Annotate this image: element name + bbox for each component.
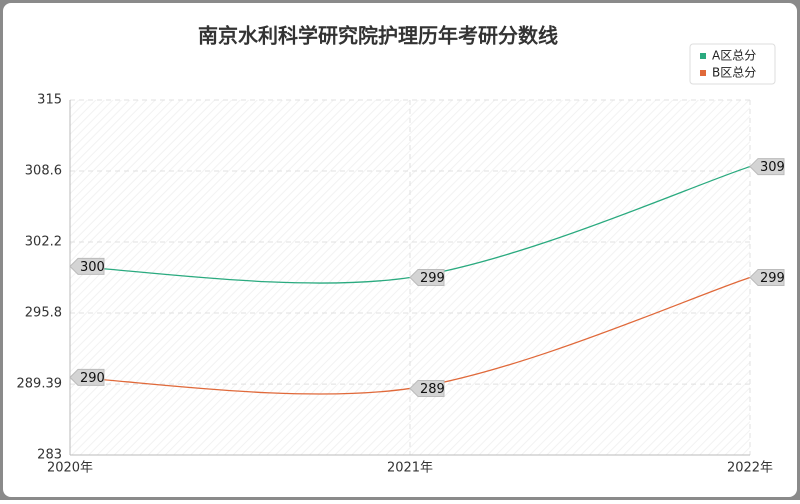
legend-box [689,43,776,85]
y-tick-label: 315 [37,93,62,108]
data-label: 299 [420,271,445,286]
legend-label: A区总分 [712,49,756,63]
data-label: 300 [80,260,105,275]
x-tick-label: 2021年 [387,461,433,476]
x-tick-label: 2020年 [47,461,93,476]
data-label: 299 [760,271,785,286]
x-tick-label: 2022年 [727,461,773,476]
y-tick-label: 308.6 [25,164,62,179]
data-label: 309 [760,160,785,175]
data-label-tag [409,269,445,286]
chart-title: 南京水利科学研究院护理历年考研分数线 [198,24,558,48]
data-label: 289 [420,382,445,397]
y-tick-label: 283 [37,448,62,463]
legend-label: B区总分 [712,66,756,80]
data-label-tag [409,379,445,397]
y-tick-label: 295.8 [25,306,62,321]
data-label-tag [749,158,785,176]
data-label-tag [69,257,105,275]
legend-swatch [700,53,706,59]
legend-swatch [700,70,706,76]
data-label: 290 [80,371,105,386]
data-label-tag [69,368,105,386]
y-tick-label: 302.2 [25,235,62,250]
y-tick-label: 289.39 [17,377,63,392]
data-label-tag [749,269,785,286]
